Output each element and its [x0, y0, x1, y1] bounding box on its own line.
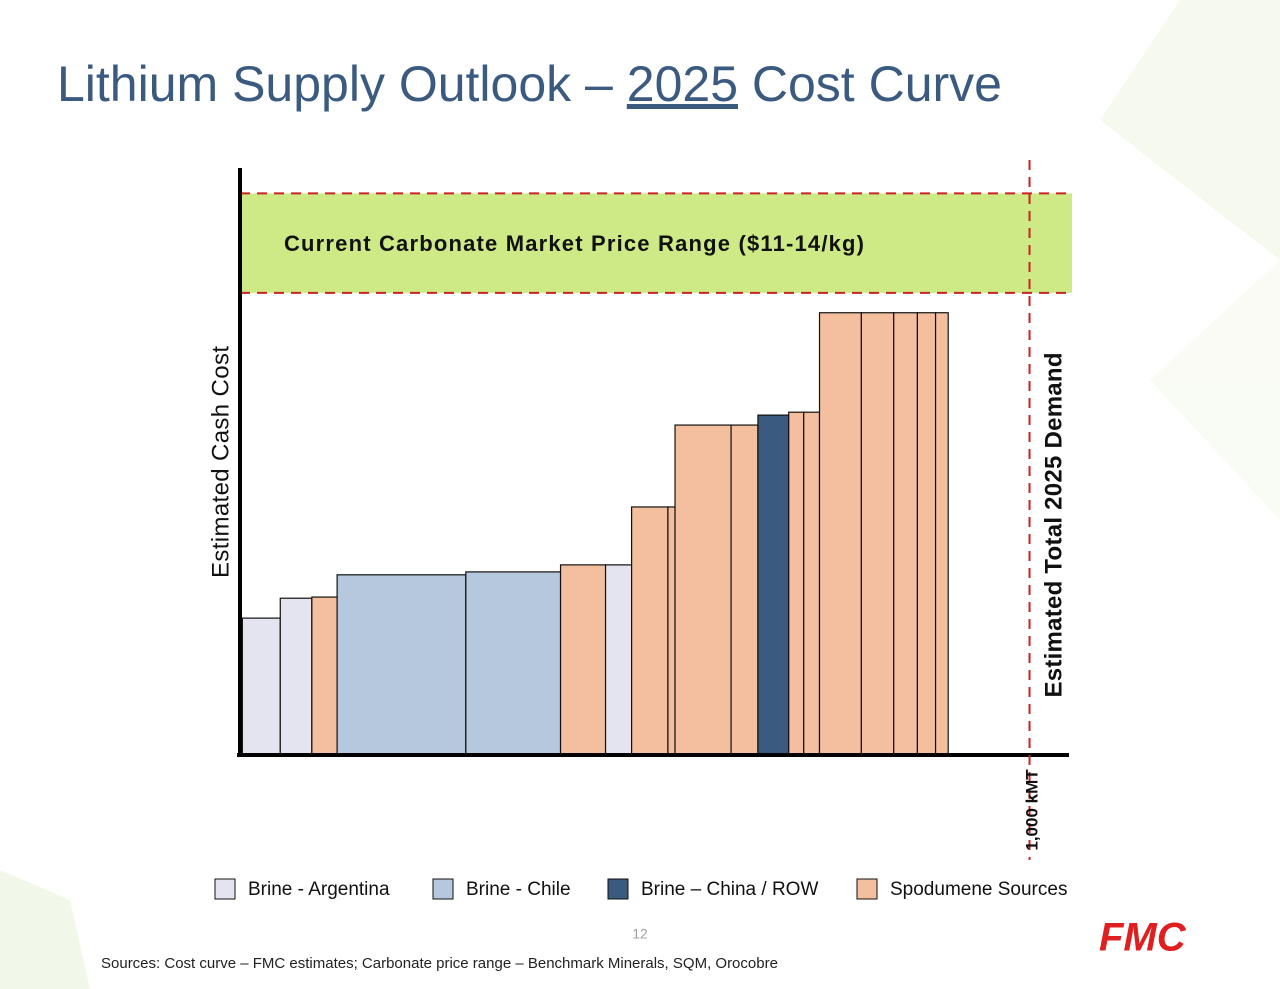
cost-bar [788, 411, 805, 756]
cost-bar [860, 312, 895, 756]
title-part: Cost Curve [738, 56, 1002, 112]
cost-bar [465, 571, 562, 756]
cost-bar [730, 424, 759, 756]
band-label: Current Carbonate Market Price Range ($1… [284, 231, 864, 256]
sources-note: Sources: Cost curve – FMC estimates; Car… [101, 955, 778, 972]
price-band [240, 193, 1072, 293]
cost-bar [667, 506, 676, 756]
legend-label: Brine - Chile [466, 879, 571, 900]
y-axis-label: Estimated Cash Cost [207, 346, 234, 578]
cost-bar [631, 506, 669, 756]
legend-swatch [607, 878, 629, 900]
logo: FMC [1099, 916, 1187, 960]
cost-bar [803, 411, 821, 756]
slide-title: Lithium Supply Outlook – 2025 Cost Curve [57, 56, 1002, 112]
cost-bar [674, 424, 732, 756]
cost-bar [818, 312, 862, 756]
legend-swatch [432, 878, 454, 900]
legend-swatch [856, 878, 878, 900]
cost-bar [916, 312, 937, 756]
demand-tick-label: 1,000 kMT [1022, 769, 1041, 851]
title-part: 2025 [627, 56, 738, 112]
cost-bar [241, 617, 281, 756]
legend-swatch [214, 878, 236, 900]
legend-label: Brine - Argentina [248, 879, 390, 900]
cost-bar [311, 596, 338, 756]
cost-bar [893, 312, 919, 756]
legend-label: Brine – China / ROW [641, 879, 818, 900]
cost-bar [934, 312, 949, 756]
cost-bar [279, 597, 313, 756]
page-number: 12 [632, 926, 648, 942]
cost-bar [559, 564, 607, 756]
cost-bar [336, 574, 467, 756]
title-part: Lithium Supply Outlook – [57, 56, 627, 112]
cost-bar [604, 564, 633, 756]
demand-label: Estimated Total 2025 Demand [1040, 353, 1067, 698]
legend-label: Spodumene Sources [890, 879, 1067, 900]
cost-bar [757, 414, 790, 756]
